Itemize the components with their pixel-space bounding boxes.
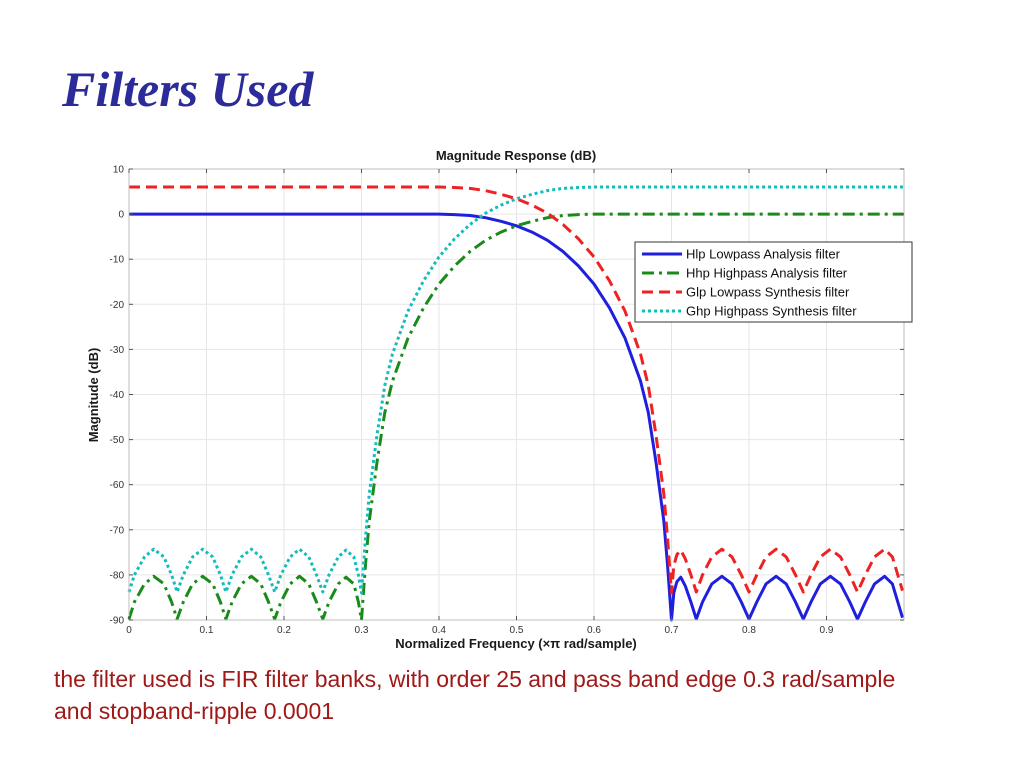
x-tick-label: 0.4	[432, 625, 446, 636]
y-axis-label: Magnitude (dB)	[86, 348, 101, 443]
x-axis-label: Normalized Frequency (×π rad/sample)	[395, 636, 637, 651]
x-tick-label: 0.9	[820, 625, 834, 636]
series-line-2	[127, 212, 904, 622]
series-layer	[127, 185, 904, 622]
y-tick-label: 10	[113, 165, 125, 176]
slide-title: Filters Used	[62, 61, 314, 117]
y-tick-label: -40	[110, 390, 125, 401]
x-tick-label: 0.5	[510, 625, 524, 636]
legend-label: Hlp Lowpass Analysis filter	[686, 247, 841, 262]
x-tick-label: 0.7	[665, 625, 679, 636]
y-tick-label: -30	[110, 345, 125, 356]
y-tick-label: -70	[110, 525, 125, 536]
caption-line-2: and stopband-ripple 0.0001	[54, 698, 335, 724]
x-tick-label: 0.1	[200, 625, 214, 636]
y-tick-label: -10	[110, 255, 125, 266]
x-tick-label: 0.6	[587, 625, 601, 636]
legend: Hlp Lowpass Analysis filter Hhp Highpass …	[634, 241, 913, 323]
y-tick-label: 0	[118, 210, 124, 221]
chart-title: Magnitude Response (dB)	[436, 148, 596, 163]
x-tick-label: 0.8	[742, 625, 756, 636]
series-line-1	[129, 212, 904, 622]
slide-caption: the filter used is FIR filter banks, wit…	[54, 663, 1004, 727]
y-tick-label: -60	[110, 480, 125, 491]
x-tick-label: 0	[126, 625, 132, 636]
magnitude-response-chart: 0 0.1 0.2 0.3 0.4 0.5 0.6 0.7 0.8 0.9 10 0 -10 -20 -30…	[86, 148, 913, 651]
series-line-3	[129, 185, 904, 595]
y-tick-label: -90	[110, 616, 125, 627]
caption-line-1: the filter used is FIR filter banks, wit…	[54, 666, 896, 692]
x-tick-label: 0.3	[355, 625, 369, 636]
y-tick-label: -20	[110, 300, 125, 311]
legend-label: Hhp Highpass Analysis filter	[686, 266, 848, 281]
y-tick-label: -50	[110, 435, 125, 446]
legend-label: Glp Lowpass Synthesis filter	[686, 285, 850, 300]
y-tick-label: -80	[110, 570, 125, 581]
legend-label: Ghp Highpass Synthesis filter	[686, 304, 857, 319]
x-tick-label: 0.2	[277, 625, 291, 636]
axis-ticks: 0 0.1 0.2 0.3 0.4 0.5 0.6 0.7 0.8 0.9 10 0 -10 -20 -30…	[110, 165, 904, 636]
